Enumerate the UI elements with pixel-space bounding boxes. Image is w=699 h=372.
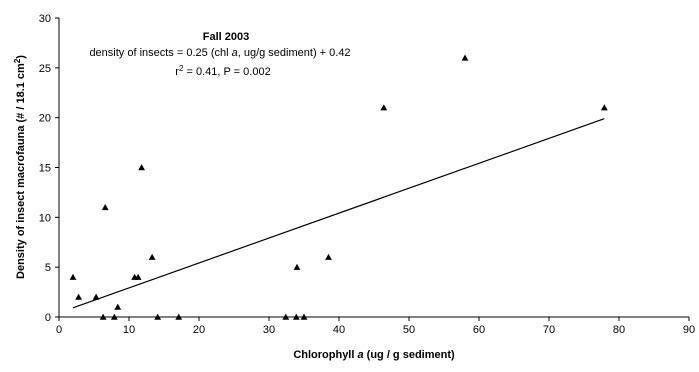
x-tick-label: 50: [403, 324, 415, 336]
y-axis-title: Density of insect macrofauna (# / 18.1 c…: [13, 55, 27, 279]
y-tick-label: 5: [45, 262, 51, 274]
data-point-triangle: [114, 303, 122, 310]
data-point-triangle: [282, 313, 290, 320]
x-axis-title: Chlorophyll a (ug / g sediment): [293, 349, 455, 361]
regression-annotation: Fall 2003 density of insects = 0.25 (chl…: [89, 31, 350, 78]
x-tick-label: 60: [473, 324, 485, 336]
x-tick-label: 30: [263, 324, 275, 336]
data-point-triangle: [69, 273, 77, 280]
data-point-triangle: [148, 253, 156, 260]
data-point-triangle: [154, 313, 162, 320]
x-tick-label: 80: [613, 324, 625, 336]
data-point-triangle: [138, 164, 145, 171]
x-tick-label: 20: [193, 324, 205, 336]
data-point-triangle: [600, 104, 608, 111]
data-point-triangle: [75, 293, 82, 300]
y-tick-label: 10: [39, 212, 51, 224]
y-tick-label: 25: [39, 63, 51, 75]
x-tick-label: 10: [123, 324, 135, 336]
x-tick-label: 70: [543, 324, 555, 336]
trendline: [72, 118, 605, 309]
data-point-triangle: [101, 203, 109, 211]
x-tick-label: 40: [333, 324, 345, 336]
data-point-triangle: [293, 263, 301, 270]
data-point-triangle: [99, 313, 107, 320]
data-point-triangle: [134, 273, 142, 280]
y-tick-label: 15: [39, 163, 51, 175]
trendline-group: [72, 118, 605, 309]
regression-stats: r2 = 0.41, P = 0.002: [175, 64, 270, 78]
data-point-triangle: [461, 54, 469, 61]
data-point-triangle: [292, 313, 300, 320]
tick-group: 0 10 20 30 40 50 60 70 80 90 0 5 10 15 20 25 30: [39, 13, 695, 336]
y-tick-label: 20: [39, 113, 51, 125]
x-tick-label: 0: [56, 324, 62, 336]
data-point-triangle: [175, 313, 183, 320]
y-tick-label: 30: [39, 13, 51, 25]
regression-equation: density of insects = 0.25 (chl a, ug/g s…: [89, 47, 350, 59]
data-point-triangle: [110, 313, 118, 320]
data-points: [69, 54, 608, 320]
x-tick-label: 90: [683, 324, 695, 336]
data-point-triangle: [380, 104, 388, 111]
y-tick-label: 0: [45, 312, 51, 324]
data-point-triangle: [325, 253, 332, 260]
axes: [58, 18, 689, 318]
chart-title: Fall 2003: [203, 31, 249, 43]
data-point-triangle: [92, 293, 100, 300]
data-point-triangle: [300, 313, 308, 320]
